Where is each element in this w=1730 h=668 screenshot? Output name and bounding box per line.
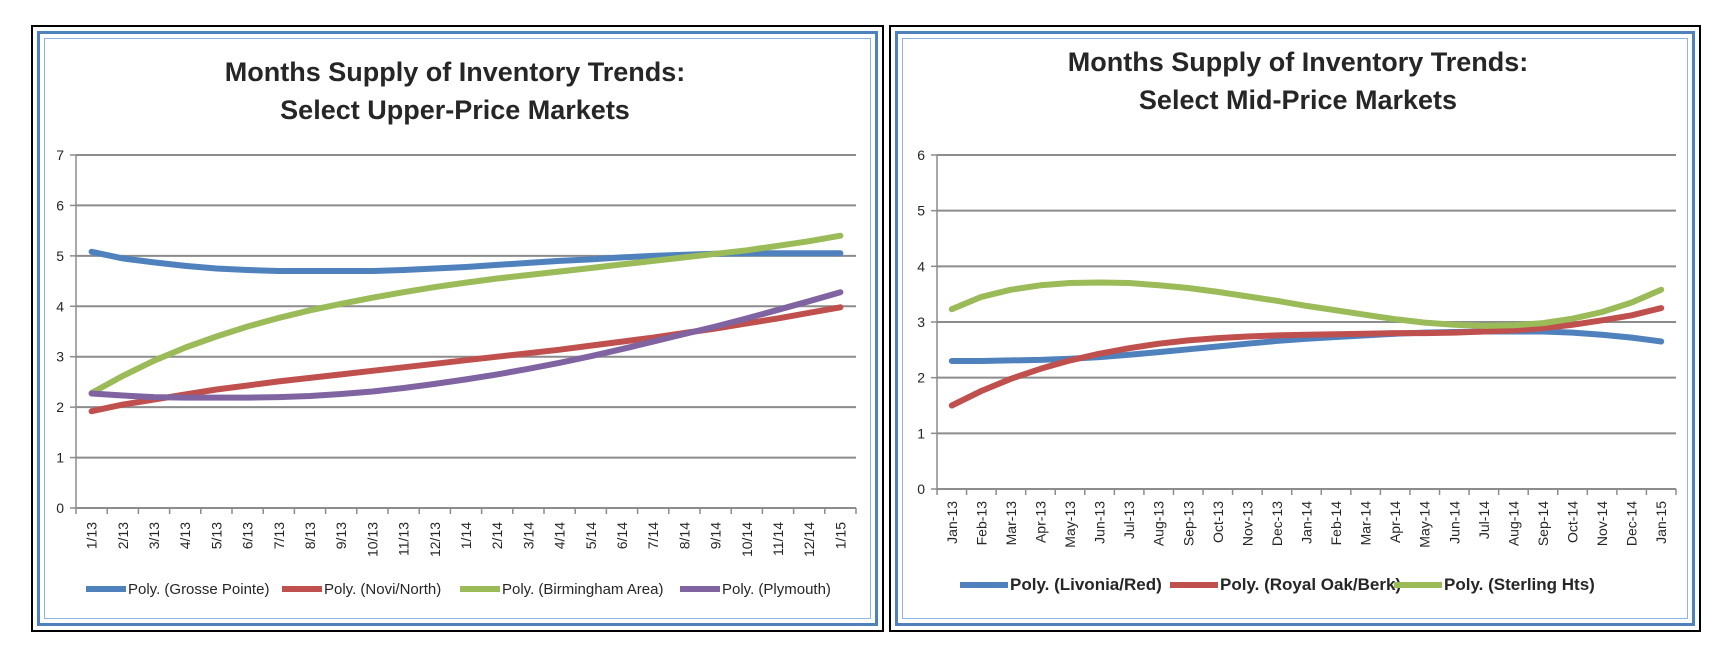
x-tick-label: Apr-13: [1032, 501, 1048, 543]
x-tick-label: Feb-13: [973, 501, 989, 546]
legend-label: Poly. (Royal Oak/Berk): [1220, 575, 1401, 594]
x-tick-label: 5/14: [583, 522, 599, 549]
panel-border: [895, 31, 1695, 626]
y-tick-label: 4: [917, 258, 925, 274]
x-tick-label: May-14: [1417, 501, 1433, 548]
x-tick-label: 9/13: [333, 522, 349, 549]
x-tick-label: Dec-14: [1624, 501, 1640, 546]
x-tick-label: Nov-13: [1239, 501, 1255, 546]
chart-subtitle-upper: Select Upper-Price Markets: [280, 95, 630, 125]
y-tick-label: 6: [56, 197, 64, 213]
y-tick-label: 1: [56, 450, 64, 466]
y-tick-label: 3: [917, 314, 925, 330]
x-tick-label: 2/14: [489, 522, 505, 549]
x-tick-label: 1/15: [832, 522, 848, 549]
legend-label: Poly. (Plymouth): [722, 581, 831, 598]
y-tick-label: 0: [917, 481, 925, 497]
x-tick-label: Mar-14: [1358, 501, 1374, 546]
x-tick-label: Mar-13: [1003, 501, 1019, 546]
x-tick-label: Dec-13: [1269, 501, 1285, 546]
x-tick-label: Jan-13: [944, 501, 960, 544]
x-tick-label: 1/14: [458, 522, 474, 549]
x-tick-label: 4/13: [177, 522, 193, 549]
x-tick-label: 12/14: [801, 522, 817, 557]
chart-title-mid: Months Supply of Inventory Trends:: [1068, 47, 1529, 77]
x-tick-label: 5/13: [208, 522, 224, 549]
x-tick-label: 10/14: [739, 522, 755, 557]
x-tick-label: 7/14: [645, 522, 661, 549]
y-tick-label: 0: [56, 500, 64, 516]
legend-label: Poly. (Novi/North): [324, 581, 441, 598]
y-tick-label: 5: [56, 248, 64, 264]
x-tick-label: 3/14: [520, 522, 536, 549]
x-tick-label: 8/13: [302, 522, 318, 549]
y-tick-label: 1: [917, 425, 925, 441]
x-tick-label: Aug-14: [1505, 501, 1521, 546]
x-tick-label: 11/14: [770, 522, 786, 556]
x-tick-label: 2/13: [115, 522, 131, 549]
y-tick-label: 4: [56, 298, 64, 314]
x-tick-label: Aug-13: [1151, 501, 1167, 546]
legend-label: Poly. (Grosse Pointe): [128, 581, 269, 598]
x-tick-label: Jul-14: [1476, 501, 1492, 539]
x-tick-label: Apr-14: [1387, 501, 1403, 543]
chart-upper-price-plot: 0 1 2 3 4 5 6 7 1/13 2/13 3/13 4/13 5/13 6/13 7/13 8/13…: [56, 147, 857, 598]
chart-mid-price-plot: 0 1 2 3 4 5 6 Jan-13 Feb-13 Mar-13 Apr-13 May-13 Jun…: [917, 147, 1677, 594]
panel-border-inner: [902, 38, 1688, 619]
x-tick-label: 12/13: [427, 522, 443, 557]
x-tick-label: Feb-14: [1328, 501, 1344, 546]
x-tick-label: Sep-13: [1180, 501, 1196, 546]
x-tick-label: Oct-14: [1565, 501, 1581, 543]
series-line: [88, 289, 844, 401]
panel-border-inner: [44, 38, 871, 619]
legend-label: Poly. (Birmingham Area): [502, 581, 663, 598]
x-tick-label: 3/13: [146, 522, 162, 549]
y-tick-label: 6: [917, 147, 925, 163]
legend-label: Poly. (Livonia/Red): [1010, 575, 1162, 594]
y-tick-label: 3: [56, 349, 64, 365]
x-tick-label: 4/14: [552, 522, 568, 549]
legend-label: Poly. (Sterling Hts): [1444, 575, 1595, 594]
x-tick-label: 1/13: [84, 522, 100, 549]
series-line: [948, 279, 1665, 329]
x-tick-label: 6/14: [614, 522, 630, 549]
x-tick-label: Sep-14: [1535, 501, 1551, 546]
chart-subtitle-mid: Select Mid-Price Markets: [1139, 85, 1457, 115]
series-line: [948, 305, 1665, 409]
x-tick-label: 9/14: [708, 522, 724, 549]
series-line: [88, 232, 844, 396]
x-tick-label: Nov-14: [1594, 501, 1610, 546]
y-tick-label: 2: [56, 399, 64, 415]
panel-border: [37, 31, 878, 626]
x-tick-label: Jul-13: [1121, 501, 1137, 539]
x-tick-label: 6/13: [240, 522, 256, 549]
x-tick-label: 7/13: [271, 522, 287, 549]
chart-title-upper: Months Supply of Inventory Trends:: [225, 57, 686, 87]
x-tick-label: May-13: [1062, 501, 1078, 548]
x-tick-label: Jan-14: [1299, 501, 1315, 544]
x-tick-label: Jun-14: [1446, 501, 1462, 544]
x-tick-label: 10/13: [364, 522, 380, 557]
x-tick-label: 8/14: [676, 522, 692, 549]
y-tick-label: 5: [917, 203, 925, 219]
x-tick-label: Jan-15: [1653, 501, 1669, 544]
x-tick-label: Jun-13: [1092, 501, 1108, 544]
x-tick-label: 11/13: [396, 522, 412, 556]
y-tick-label: 7: [56, 147, 64, 163]
chart-panel-upper-price: [31, 25, 884, 632]
x-tick-label: Oct-13: [1210, 501, 1226, 543]
y-tick-label: 2: [917, 370, 925, 386]
